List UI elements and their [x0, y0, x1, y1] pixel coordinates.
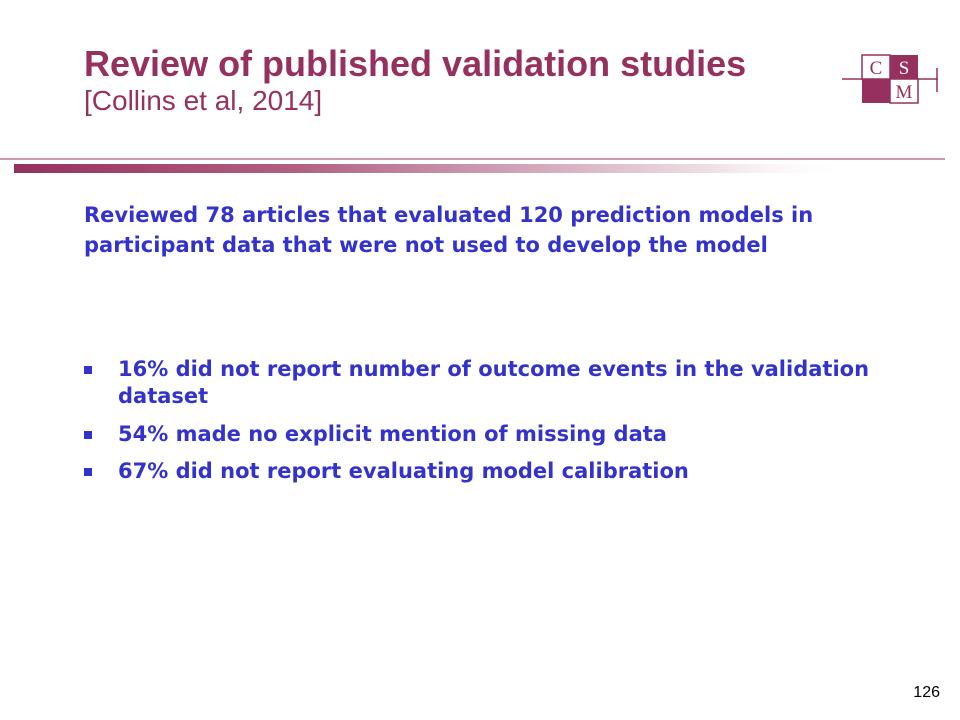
square-bullet-icon [84, 467, 92, 476]
citation-text: [Collins et al, 2014] [84, 84, 323, 116]
slide-title: Review of published validation studies [… [84, 44, 864, 116]
bullet-item: 16% did not report number of outcome eve… [84, 356, 884, 411]
header-rule [0, 158, 945, 173]
logo-letter-m: M [896, 82, 913, 103]
bullet-list: 16% did not report number of outcome eve… [84, 356, 884, 495]
square-bullet-icon [84, 366, 92, 374]
intro-paragraph: Reviewed 78 articles that evaluated 120 … [84, 203, 814, 258]
title-text: Review of published validation studies [84, 43, 747, 84]
csm-logo: C S M [842, 54, 938, 104]
logo-letter-c: C [870, 58, 883, 79]
bullet-text: 54% made no explicit mention of missing … [118, 421, 667, 446]
bullet-text: 16% did not report number of outcome eve… [118, 357, 870, 409]
bullet-item: 54% made no explicit mention of missing … [84, 421, 884, 448]
bullet-item: 67% did not report evaluating model cali… [84, 458, 884, 485]
page-number: 126 [913, 684, 940, 701]
bullet-text: 67% did not report evaluating model cali… [118, 458, 689, 483]
logo-letter-s: S [899, 58, 910, 79]
square-bullet-icon [84, 430, 92, 439]
